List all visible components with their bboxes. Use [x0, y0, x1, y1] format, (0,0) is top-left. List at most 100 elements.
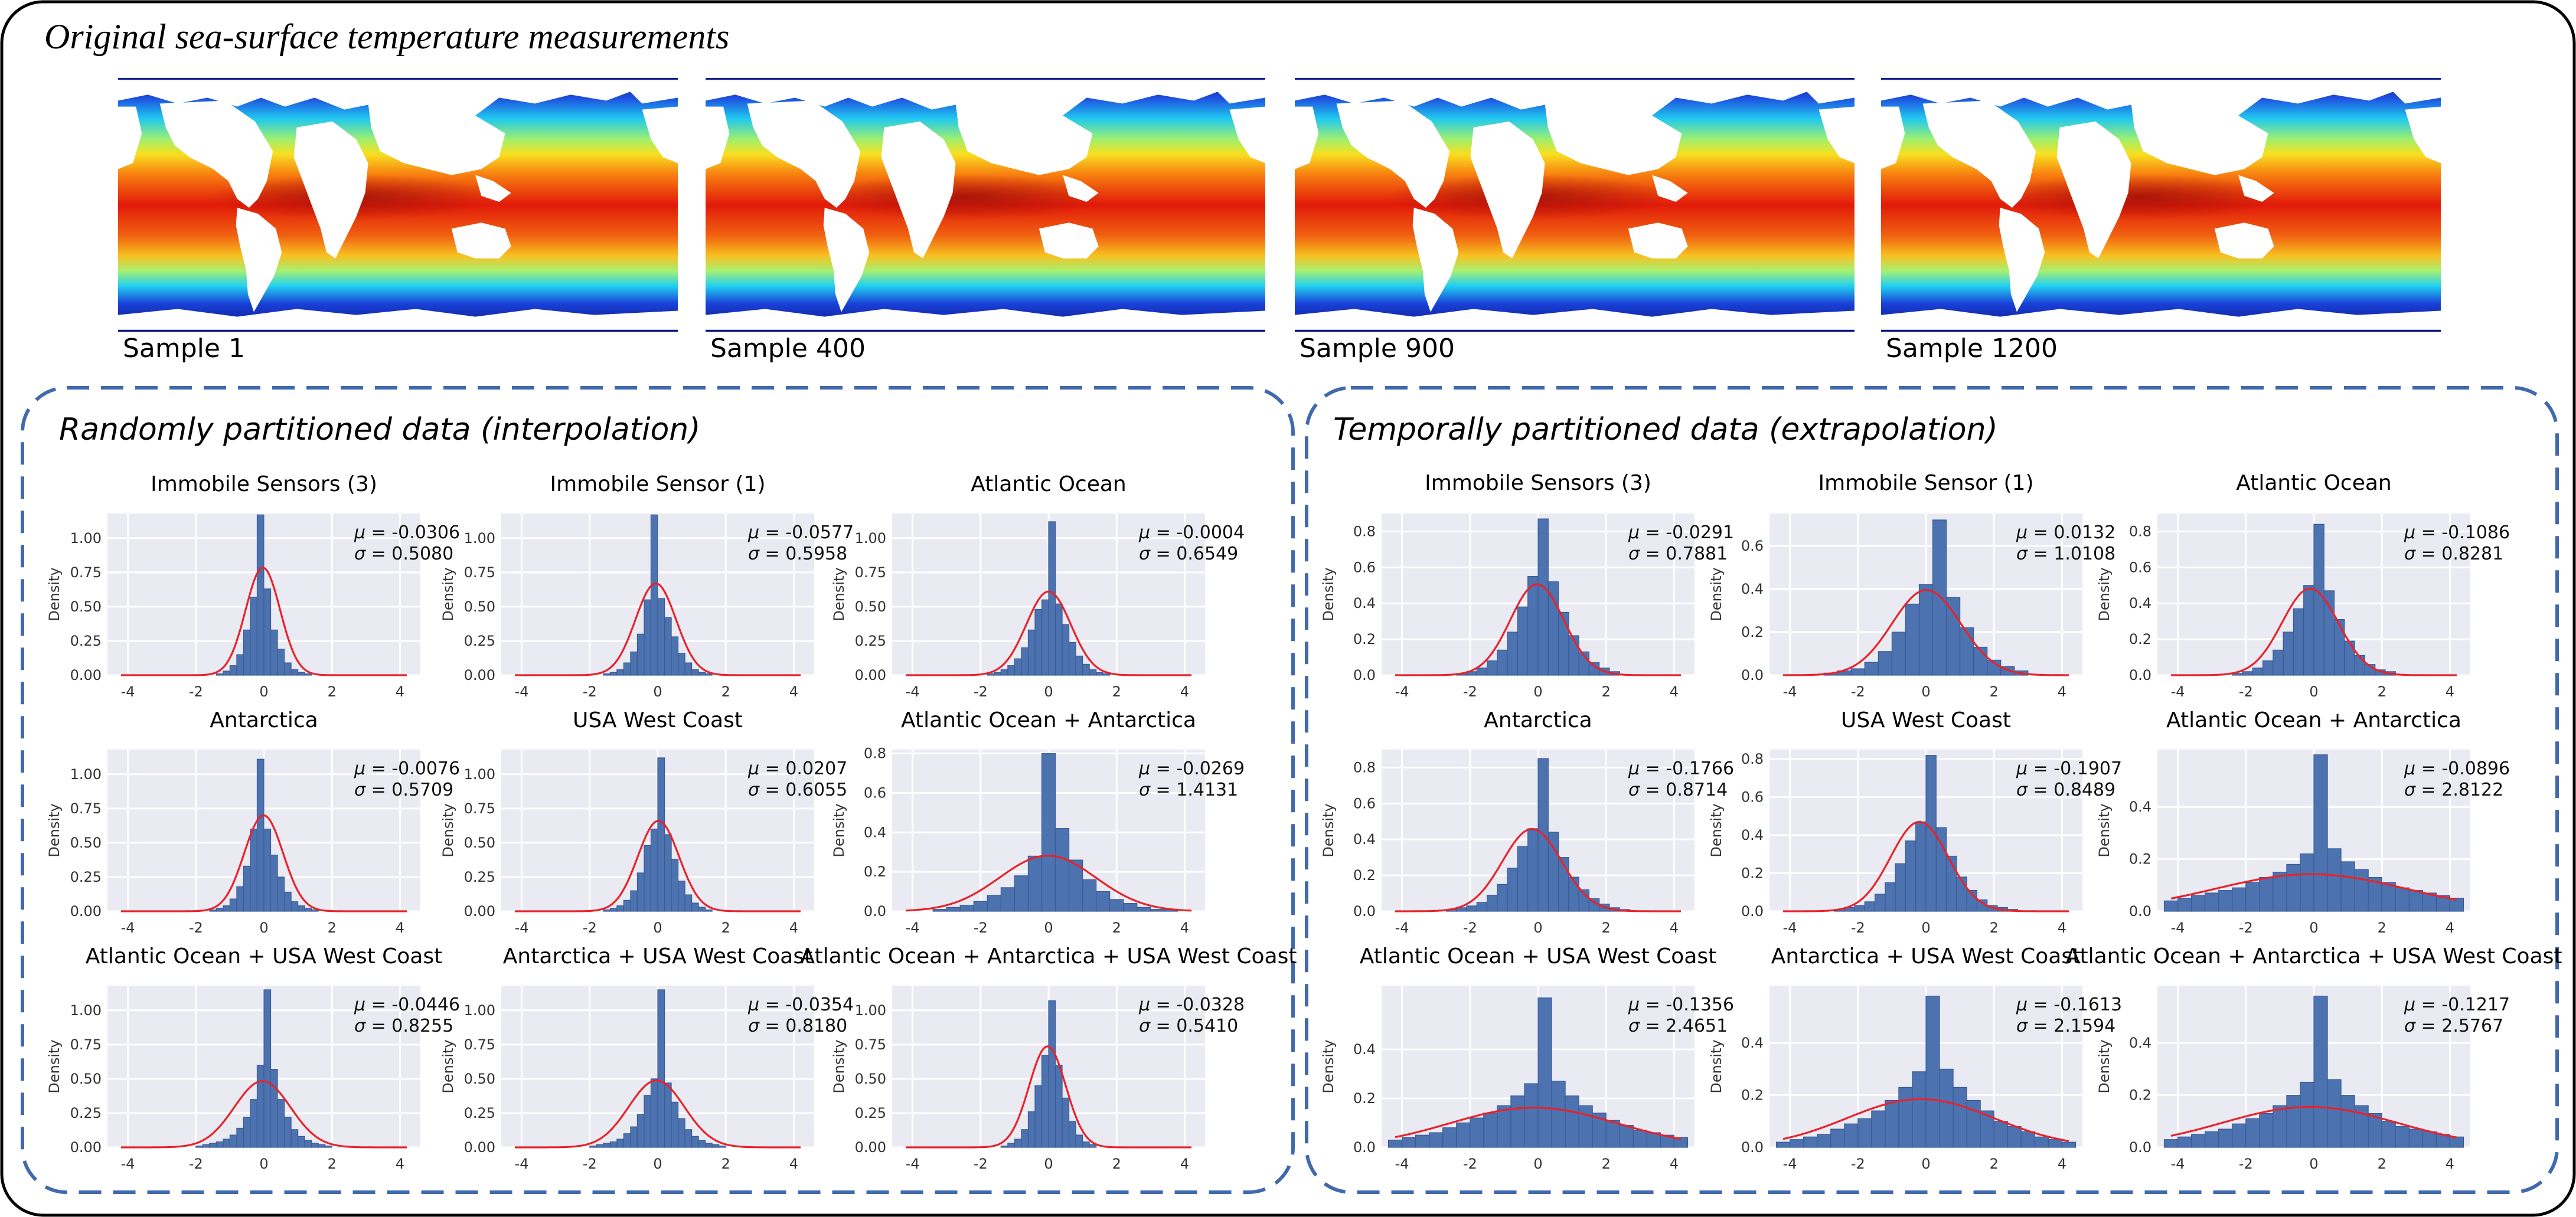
mu-symbol: μ [2404, 994, 2415, 1015]
x-tick-label: -4 [121, 1156, 135, 1172]
histogram-bar [1466, 905, 1477, 912]
y-tick-label: 0.75 [70, 1036, 102, 1053]
y-tick-label: 0.4 [864, 824, 886, 840]
y-tick-label: 0.4 [1353, 595, 1376, 611]
histogram-temporal-1: Immobile Sensors (3) -4 -2 0 2 4 0.0 0.2 0.4 0.6 0… [1320, 471, 1734, 700]
histogram-bar [644, 1095, 652, 1148]
histogram-bar [650, 829, 658, 912]
sigma-value: 2.4651 [1666, 1016, 1728, 1036]
normal-fit-curve [2170, 1105, 2457, 1139]
mu-symbol: μ [1138, 522, 1150, 543]
histogram-bar [1803, 1136, 1818, 1148]
x-tick-label: 2 [1990, 683, 1999, 700]
normal-fit-curve [905, 855, 1192, 912]
histogram-bar [290, 1129, 299, 1148]
mu-annotation: μ = -0.0328 [1138, 994, 1245, 1015]
histogram-bar [2259, 876, 2274, 912]
histogram-title: Atlantic Ocean [2236, 471, 2392, 495]
map-sample-label: Sample 400 [710, 333, 866, 364]
histogram-temporal-2: Immobile Sensor (1) -4 -2 0 2 4 0.0 0.2 0.4 0.6 De… [1708, 471, 2115, 700]
x-tick-label: 0 [1044, 1156, 1053, 1172]
histogram-bar [1857, 1118, 1872, 1148]
histogram-bar [1527, 828, 1539, 912]
x-tick-label: -4 [2171, 920, 2185, 936]
x-tick-label: 2 [1602, 920, 1611, 936]
histogram-title: Immobile Sensors (3) [151, 472, 377, 496]
sigma-value: 0.7881 [1666, 544, 1728, 564]
histogram-bar [2205, 892, 2219, 912]
histogram-bar [623, 662, 631, 676]
mu-value: -0.1217 [2441, 994, 2510, 1015]
y-tick-label: 0.00 [855, 667, 886, 683]
sigma-equals: = [759, 544, 785, 564]
histogram-bar [1844, 1123, 1859, 1148]
histogram-bar [1605, 1120, 1620, 1148]
sigma-value: 0.8281 [2441, 544, 2503, 564]
histogram-title: Immobile Sensor (1) [550, 472, 765, 496]
y-axis-label: Density [2096, 803, 2113, 857]
sigma-value: 0.5080 [391, 544, 453, 564]
histogram-bar [2283, 632, 2294, 676]
y-tick-label: 0.0 [1741, 903, 1764, 920]
y-axis-label: Density [1708, 803, 1725, 857]
histogram-bar [1150, 909, 1165, 912]
histogram-bar [1014, 875, 1029, 912]
histogram-bar [2205, 1131, 2219, 1148]
x-tick-label: 4 [2446, 683, 2454, 700]
histogram-bar [1932, 519, 1947, 676]
histogram-bar [2313, 996, 2328, 1148]
mu-symbol: μ [1628, 994, 1640, 1015]
y-axis-label: Density [46, 567, 63, 621]
y-axis-label: Density [1708, 567, 1725, 621]
sigma-annotation: σ = 2.8122 [2404, 780, 2503, 800]
x-tick-label: -2 [189, 683, 203, 700]
histogram-bar [304, 673, 312, 676]
histogram-bar [589, 1146, 597, 1148]
histogram-bar [1960, 627, 1974, 676]
histogram-bar [1000, 669, 1008, 676]
histogram-bar [236, 1127, 244, 1148]
sigma-symbol: σ [748, 544, 760, 564]
x-tick-label: -2 [1463, 683, 1477, 700]
histogram-bar [2232, 1123, 2247, 1148]
histogram-bar [2273, 649, 2284, 676]
x-tick-label: -4 [121, 920, 135, 936]
histogram-bar [250, 1099, 258, 1148]
random-group-title: Randomly partitioned data (interpolation… [59, 412, 701, 447]
histogram-bar [1885, 882, 1896, 912]
mu-annotation: μ = -0.0076 [354, 758, 460, 779]
histogram-bar [603, 910, 610, 912]
mu-annotation: μ = 0.0207 [747, 758, 847, 779]
y-axis-label: Density [1708, 1039, 1725, 1093]
normal-fit-curve [515, 1079, 801, 1149]
x-tick-label: 0 [1533, 1156, 1542, 1172]
histogram-bar [644, 599, 652, 676]
y-tick-label: 0.25 [70, 869, 102, 885]
y-tick-label: 0.75 [70, 800, 102, 817]
histogram-bar [1470, 1117, 1484, 1148]
y-tick-label: 0.6 [1741, 789, 1764, 806]
histogram-bar [1027, 629, 1036, 676]
histogram-bar [1565, 1095, 1579, 1148]
x-tick-label: 2 [1602, 683, 1611, 700]
histogram-temporal-4: Antarctica -4 -2 0 2 4 0.0 0.2 0.4 0.6 0.8 Density μ… [1320, 708, 1734, 936]
histogram-title: Antarctica [1484, 708, 1592, 732]
histogram-bar [2300, 1081, 2314, 1148]
x-tick-label: 4 [1180, 1156, 1189, 1172]
mu-equals: = [365, 758, 391, 779]
histogram-bar [1905, 603, 1920, 676]
y-tick-label: 1.00 [70, 766, 102, 783]
histogram-bar [243, 865, 251, 912]
warm-pool [817, 174, 1109, 220]
histogram-bar [229, 665, 237, 676]
histogram-bar [1000, 1146, 1008, 1148]
histogram-bar [2286, 1095, 2301, 1148]
y-tick-label: 0.25 [464, 869, 495, 885]
histogram-bar [1830, 1128, 1845, 1148]
histogram-bar [994, 672, 1001, 676]
sigma-value: 2.8122 [2441, 780, 2503, 800]
histogram-bar [290, 669, 299, 676]
histogram-bar [250, 829, 258, 912]
histogram-bar [1864, 901, 1876, 912]
y-tick-label: 0.6 [1353, 559, 1376, 575]
